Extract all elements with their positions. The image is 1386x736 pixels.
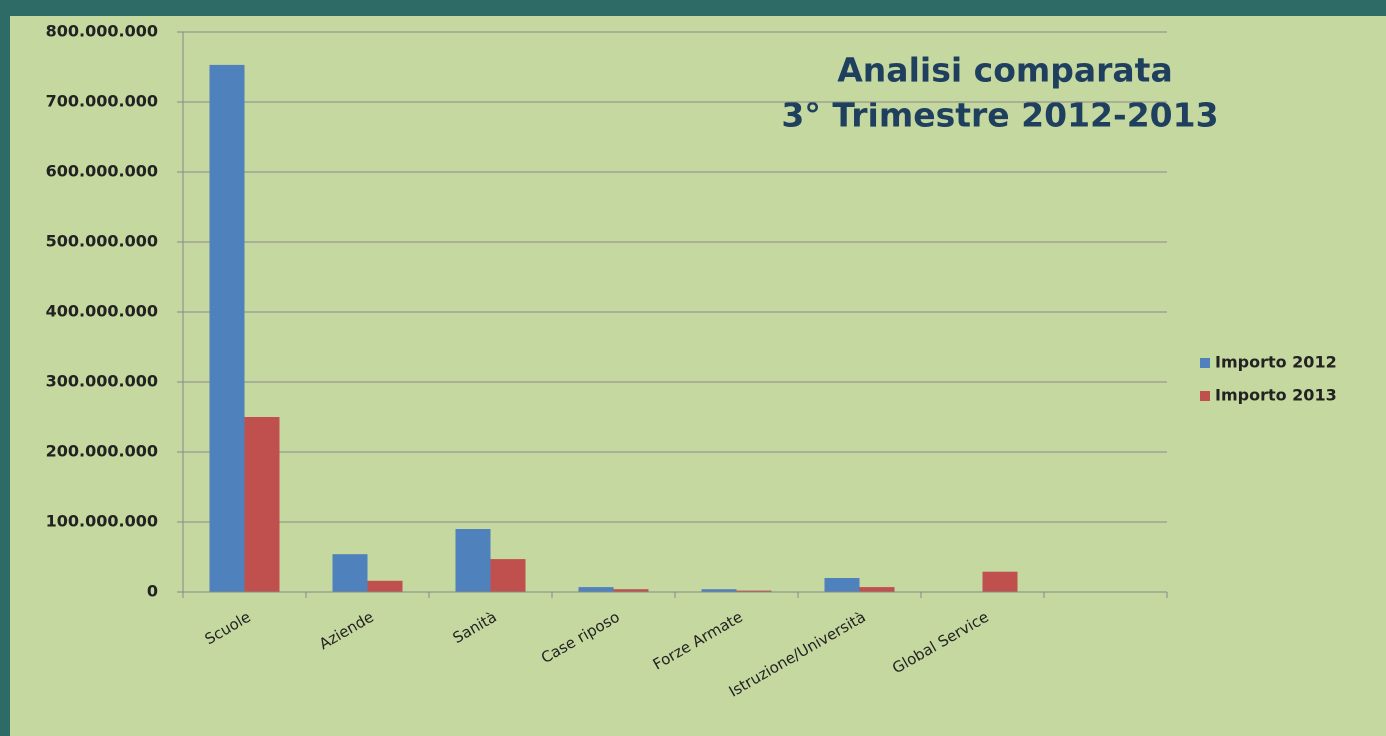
y-tick-label: 0 — [147, 582, 158, 601]
bar — [244, 417, 280, 592]
bar — [490, 559, 526, 592]
legend-label: Importo 2013 — [1215, 386, 1337, 405]
bar — [982, 571, 1018, 592]
bar — [613, 589, 649, 592]
y-tick-label: 500.000.000 — [46, 232, 158, 251]
y-tick-label: 600.000.000 — [46, 162, 158, 181]
legend-swatch — [1200, 391, 1210, 401]
chart-title: Analisi comparata — [837, 51, 1172, 90]
chart-title: 3° Trimestre 2012-2013 — [781, 96, 1218, 135]
y-tick-label: 100.000.000 — [46, 512, 158, 531]
y-tick-label: 400.000.000 — [46, 302, 158, 321]
bar — [578, 587, 614, 592]
y-tick-label: 800.000.000 — [46, 22, 158, 41]
legend-label: Importo 2012 — [1215, 353, 1337, 372]
bar — [209, 64, 245, 592]
y-tick-label: 300.000.000 — [46, 372, 158, 391]
bar — [824, 578, 860, 592]
bar — [455, 529, 491, 592]
legend-swatch — [1200, 358, 1210, 368]
y-tick-label: 700.000.000 — [46, 92, 158, 111]
y-tick-label: 200.000.000 — [46, 442, 158, 461]
bar — [701, 589, 737, 592]
bar — [859, 587, 895, 592]
bar — [332, 554, 368, 592]
bar — [736, 590, 772, 592]
bar — [367, 580, 403, 592]
